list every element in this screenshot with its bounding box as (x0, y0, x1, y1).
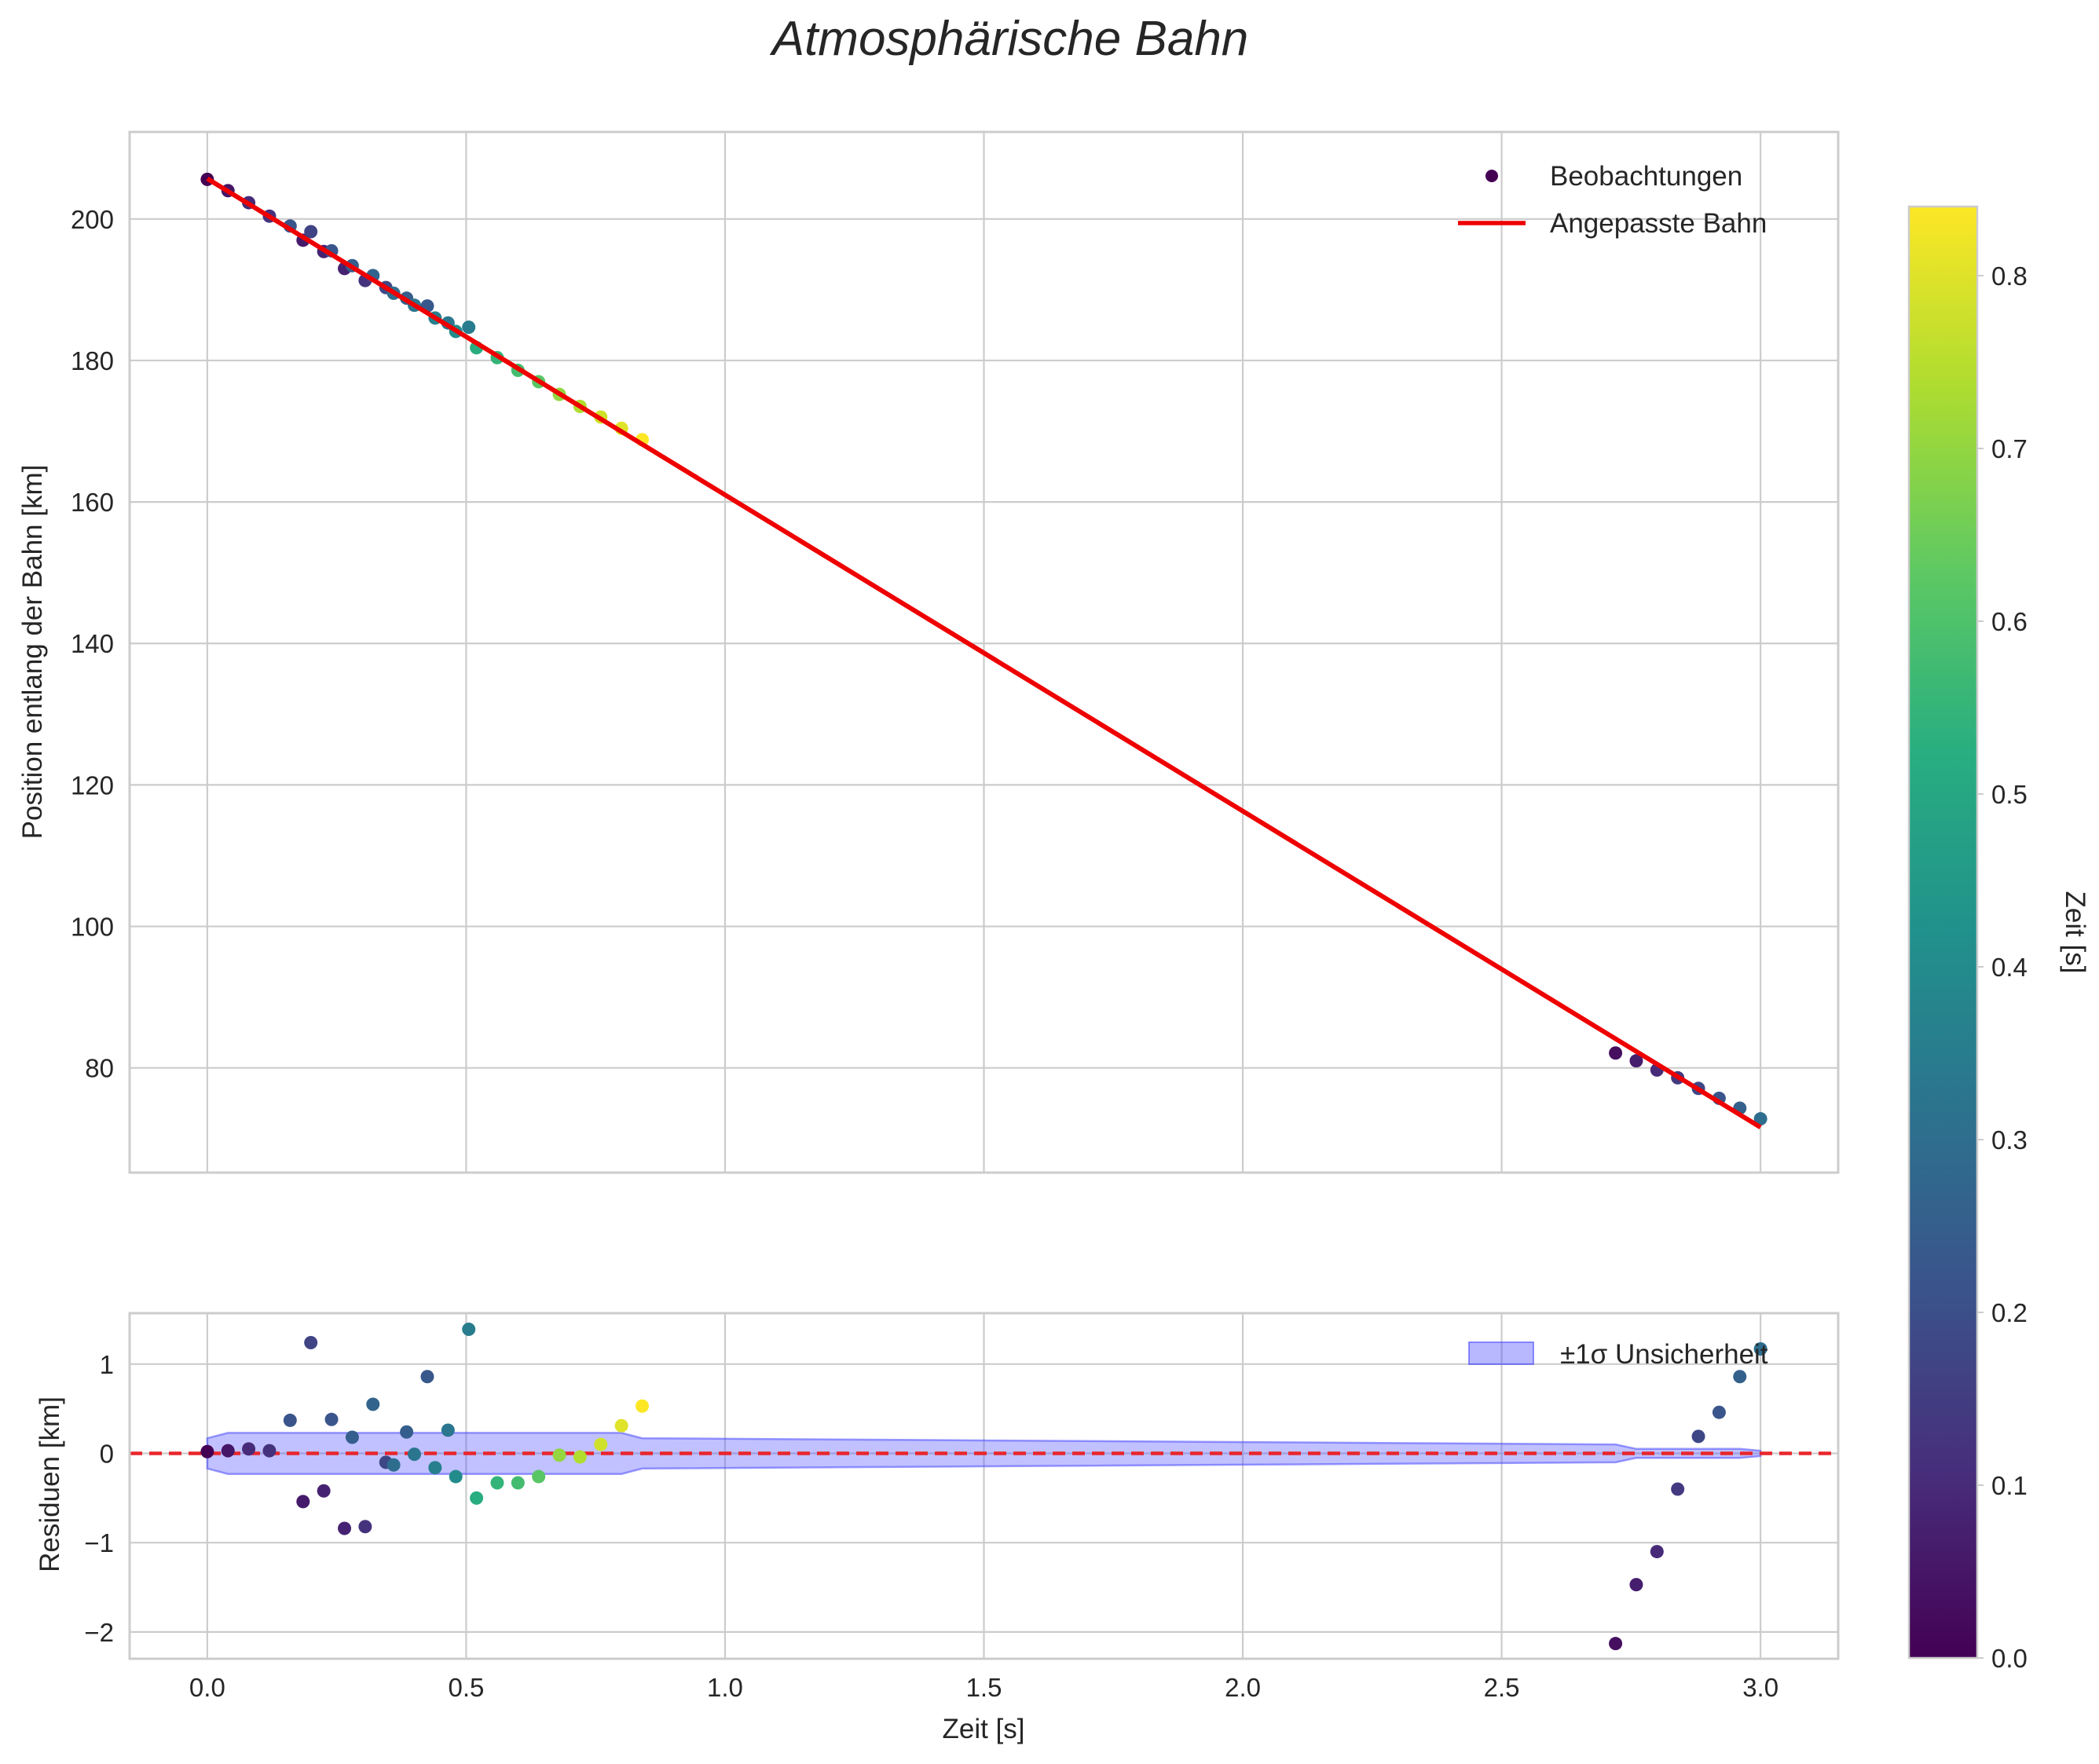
residuals-y-tick-label: −1 (84, 1528, 114, 1557)
trajectory-y-tick-label: 100 (71, 913, 114, 942)
residual-point (1712, 1405, 1726, 1419)
colorbar-tick-labels: 0.0 0.1 0.2 0.3 0.4 0.5 0.6 0.7 0.8 (1977, 262, 2028, 1673)
residual-point (420, 1370, 434, 1384)
residual-point (296, 1495, 310, 1509)
colorbar-tick-label: 0.4 (1991, 953, 2028, 982)
residual-point (1650, 1545, 1664, 1559)
residuals-y-tick-label: −2 (84, 1618, 114, 1647)
residual-point (1609, 1637, 1623, 1651)
residual-point (345, 1430, 359, 1444)
x-tick-label: 1.5 (966, 1673, 1002, 1702)
residual-point (441, 1423, 455, 1437)
trajectory-y-tick-label: 200 (71, 205, 114, 234)
residual-point (400, 1425, 414, 1439)
legend-observations-label: Beobachtungen (1550, 161, 1742, 192)
colorbar-tick-label: 0.7 (1991, 434, 2028, 463)
trajectory-legend: Beobachtungen Angepasste Bahn (1458, 161, 1767, 239)
observation-point (1753, 1112, 1767, 1126)
residuals-y-tick-label: 1 (100, 1350, 114, 1379)
observation-point (1609, 1046, 1623, 1060)
residuals-frame (128, 1312, 1840, 1660)
x-axis-label: Zeit [s] (942, 1714, 1024, 1744)
residual-point (262, 1444, 277, 1458)
residual-point (358, 1520, 372, 1534)
x-tick-label: 3.0 (1742, 1673, 1778, 1702)
trajectory-y-tick-labels: 80 100 120 140 160 180 200 (71, 205, 114, 1083)
residual-point (338, 1521, 352, 1535)
residuals-x-tick-labels: 0.0 0.5 1.0 1.5 2.0 2.5 3.0 (189, 1673, 1778, 1702)
residual-point (304, 1336, 318, 1350)
colorbar-tick-label: 0.2 (1991, 1298, 2028, 1327)
residual-point (386, 1458, 401, 1472)
residual-point (366, 1397, 380, 1411)
residual-point (449, 1469, 463, 1484)
trajectory-y-tick-label: 160 (71, 488, 114, 517)
residual-point (614, 1418, 628, 1433)
legend-observations-marker (1485, 170, 1498, 182)
trajectory-y-tick-label: 140 (71, 629, 114, 658)
residual-point (242, 1442, 256, 1456)
colorbar-tick-label: 0.1 (1991, 1471, 2028, 1500)
residual-point (428, 1461, 442, 1475)
residual-point (1629, 1578, 1643, 1592)
colorbar-tick-label: 0.3 (1991, 1125, 2028, 1155)
residual-point (1671, 1482, 1685, 1496)
colorbar-tick-label: 0.5 (1991, 780, 2028, 809)
residual-point (1733, 1370, 1747, 1384)
residuals-marks (130, 1322, 1838, 1651)
trajectory-panel: 80 100 120 140 160 180 200 Position entlang de… (17, 130, 1840, 1174)
residuals-panel: −2 −1 0 1 0.0 0.5 1.0 1.5 2.0 2.5 3.0 Residuen [k… (35, 1312, 1840, 1744)
colorbar-tick-label: 0.6 (1991, 607, 2028, 636)
legend-uncertainty-swatch (1468, 1341, 1534, 1365)
trajectory-marks (200, 172, 1767, 1129)
residual-point (532, 1469, 546, 1484)
observation-point (462, 320, 476, 335)
residuals-y-axis-label: Residuen [km] (35, 1396, 65, 1572)
colorbar-gradient (1907, 205, 1979, 1660)
trajectory-y-tick-label: 80 (85, 1054, 114, 1083)
x-tick-label: 2.5 (1484, 1673, 1520, 1702)
residual-point (594, 1437, 608, 1451)
residuals-y-tick-labels: −2 −1 0 1 (84, 1350, 114, 1647)
observation-point (304, 225, 318, 239)
chart-title: Atmosphärische Bahn (769, 12, 1249, 66)
residual-point (1753, 1341, 1767, 1356)
trajectory-grid (130, 132, 1838, 1173)
trajectory-y-axis-label: Position entlang der Bahn [km] (17, 465, 48, 840)
trajectory-frame (128, 130, 1840, 1174)
residual-point (490, 1476, 504, 1490)
x-tick-label: 0.0 (189, 1673, 225, 1702)
residual-point (636, 1399, 649, 1413)
fitted-trajectory-line (206, 176, 1762, 1129)
colorbar: 0.0 0.1 0.2 0.3 0.4 0.5 0.6 0.7 0.8 Zeit [s] (1907, 205, 2090, 1673)
residual-point (1691, 1429, 1705, 1444)
residual-point (324, 1412, 339, 1426)
trajectory-y-tick-label: 180 (71, 346, 114, 375)
residual-point (511, 1476, 525, 1490)
colorbar-tick-label: 0.8 (1991, 262, 2028, 291)
residual-point (283, 1413, 297, 1427)
residual-point (408, 1447, 421, 1462)
observation-point (1629, 1054, 1643, 1068)
legend-uncertainty-label: ±1σ Unsicherheit (1560, 1339, 1768, 1370)
x-tick-label: 1.0 (707, 1673, 743, 1702)
residual-point (470, 1491, 484, 1505)
residual-point (573, 1450, 587, 1464)
x-tick-label: 0.5 (448, 1673, 484, 1702)
residual-point (462, 1322, 476, 1336)
residual-point (200, 1444, 214, 1458)
residual-point (317, 1484, 331, 1498)
x-tick-label: 2.0 (1225, 1673, 1261, 1702)
residuals-legend: ±1σ Unsicherheit (1468, 1339, 1768, 1370)
residual-point (221, 1444, 235, 1458)
trajectory-y-tick-label: 120 (71, 770, 114, 800)
legend-fit-line-label: Angepasste Bahn (1550, 208, 1767, 239)
colorbar-tick-label: 0.0 (1991, 1644, 2028, 1673)
residual-point (552, 1448, 566, 1462)
colorbar-label: Zeit [s] (2060, 891, 2090, 973)
residuals-y-tick-label: 0 (100, 1440, 114, 1469)
